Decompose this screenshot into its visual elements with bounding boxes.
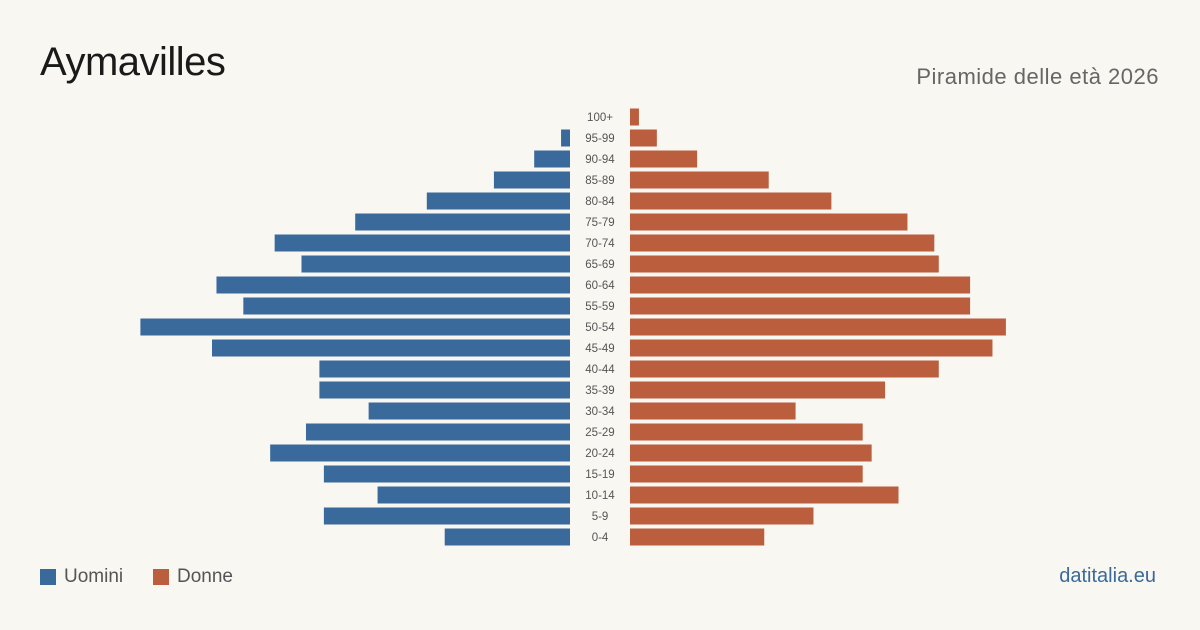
bar-men-75-79 [355, 213, 570, 231]
legend-item-men: Uomini [40, 566, 123, 588]
bar-men-65-69 [301, 255, 570, 273]
age-label-50-54: 50-54 [585, 322, 615, 334]
source-link[interactable]: datitalia.eu [1059, 565, 1156, 587]
bar-women-100-plus [630, 108, 639, 126]
bar-men-50-54 [140, 318, 570, 336]
age-label-75-79: 75-79 [585, 217, 614, 229]
bar-women-20-24 [630, 444, 872, 462]
legend-item-women: Donne [153, 566, 233, 588]
age-label-10-14: 10-14 [585, 490, 615, 502]
age-label-90-94: 90-94 [585, 154, 615, 166]
age-label-20-24: 20-24 [585, 448, 615, 460]
bar-men-20-24 [270, 444, 570, 462]
age-label-60-64: 60-64 [585, 280, 615, 292]
age-label-35-39: 35-39 [585, 385, 614, 397]
age-label-45-49: 45-49 [585, 343, 614, 355]
chart-title: Aymavilles [40, 40, 226, 84]
bar-women-35-39 [630, 381, 886, 399]
bar-women-85-89 [630, 171, 769, 189]
age-label-30-34: 30-34 [585, 406, 615, 418]
bar-men-10-14 [377, 486, 570, 504]
bar-men-60-64 [216, 276, 570, 294]
bar-women-30-34 [630, 402, 796, 420]
bar-men-30-34 [368, 402, 570, 420]
age-label-100-plus: 100+ [587, 112, 613, 124]
bar-women-15-19 [630, 465, 863, 483]
bar-men-25-29 [305, 423, 570, 441]
bar-men-70-74 [274, 234, 570, 252]
bar-women-95-99 [630, 129, 657, 147]
bar-men-55-59 [243, 297, 570, 315]
bar-women-40-44 [630, 360, 939, 378]
age-label-40-44: 40-44 [585, 364, 615, 376]
bar-men-15-19 [323, 465, 570, 483]
age-label-55-59: 55-59 [585, 301, 614, 313]
bar-men-40-44 [319, 360, 570, 378]
legend-swatch-men [40, 569, 56, 585]
legend-label-men: Uomini [64, 566, 124, 587]
age-label-25-29: 25-29 [585, 427, 614, 439]
bar-men-0-4 [444, 528, 570, 546]
bar-men-95-99 [561, 129, 570, 147]
bar-men-85-89 [493, 171, 570, 189]
bar-women-45-49 [630, 339, 993, 357]
bar-women-75-79 [630, 213, 908, 231]
age-label-65-69: 65-69 [585, 259, 614, 271]
bar-men-45-49 [212, 339, 570, 357]
bar-women-60-64 [630, 276, 971, 294]
bar-women-5-9 [630, 507, 814, 525]
age-label-15-19: 15-19 [585, 469, 614, 481]
bar-women-70-74 [630, 234, 935, 252]
legend-label-women: Donne [177, 566, 233, 587]
age-label-95-99: 95-99 [585, 133, 614, 145]
bar-women-0-4 [630, 528, 765, 546]
bar-women-90-94 [630, 150, 698, 168]
age-label-0-4: 0-4 [592, 532, 609, 544]
bar-women-25-29 [630, 423, 863, 441]
bar-women-80-84 [630, 192, 832, 210]
bar-men-5-9 [323, 507, 570, 525]
age-label-80-84: 80-84 [585, 196, 615, 208]
age-label-70-74: 70-74 [585, 238, 615, 250]
legend-swatch-women [153, 569, 169, 585]
bar-women-10-14 [630, 486, 899, 504]
bar-men-35-39 [319, 381, 570, 399]
bar-men-80-84 [426, 192, 570, 210]
age-label-5-9: 5-9 [592, 511, 609, 523]
bar-women-65-69 [630, 255, 939, 273]
bar-men-90-94 [534, 150, 570, 168]
age-label-85-89: 85-89 [585, 175, 614, 187]
chart-subtitle: Piramide delle età 2026 [916, 64, 1159, 89]
bar-women-55-59 [630, 297, 971, 315]
bar-women-50-54 [630, 318, 1006, 336]
